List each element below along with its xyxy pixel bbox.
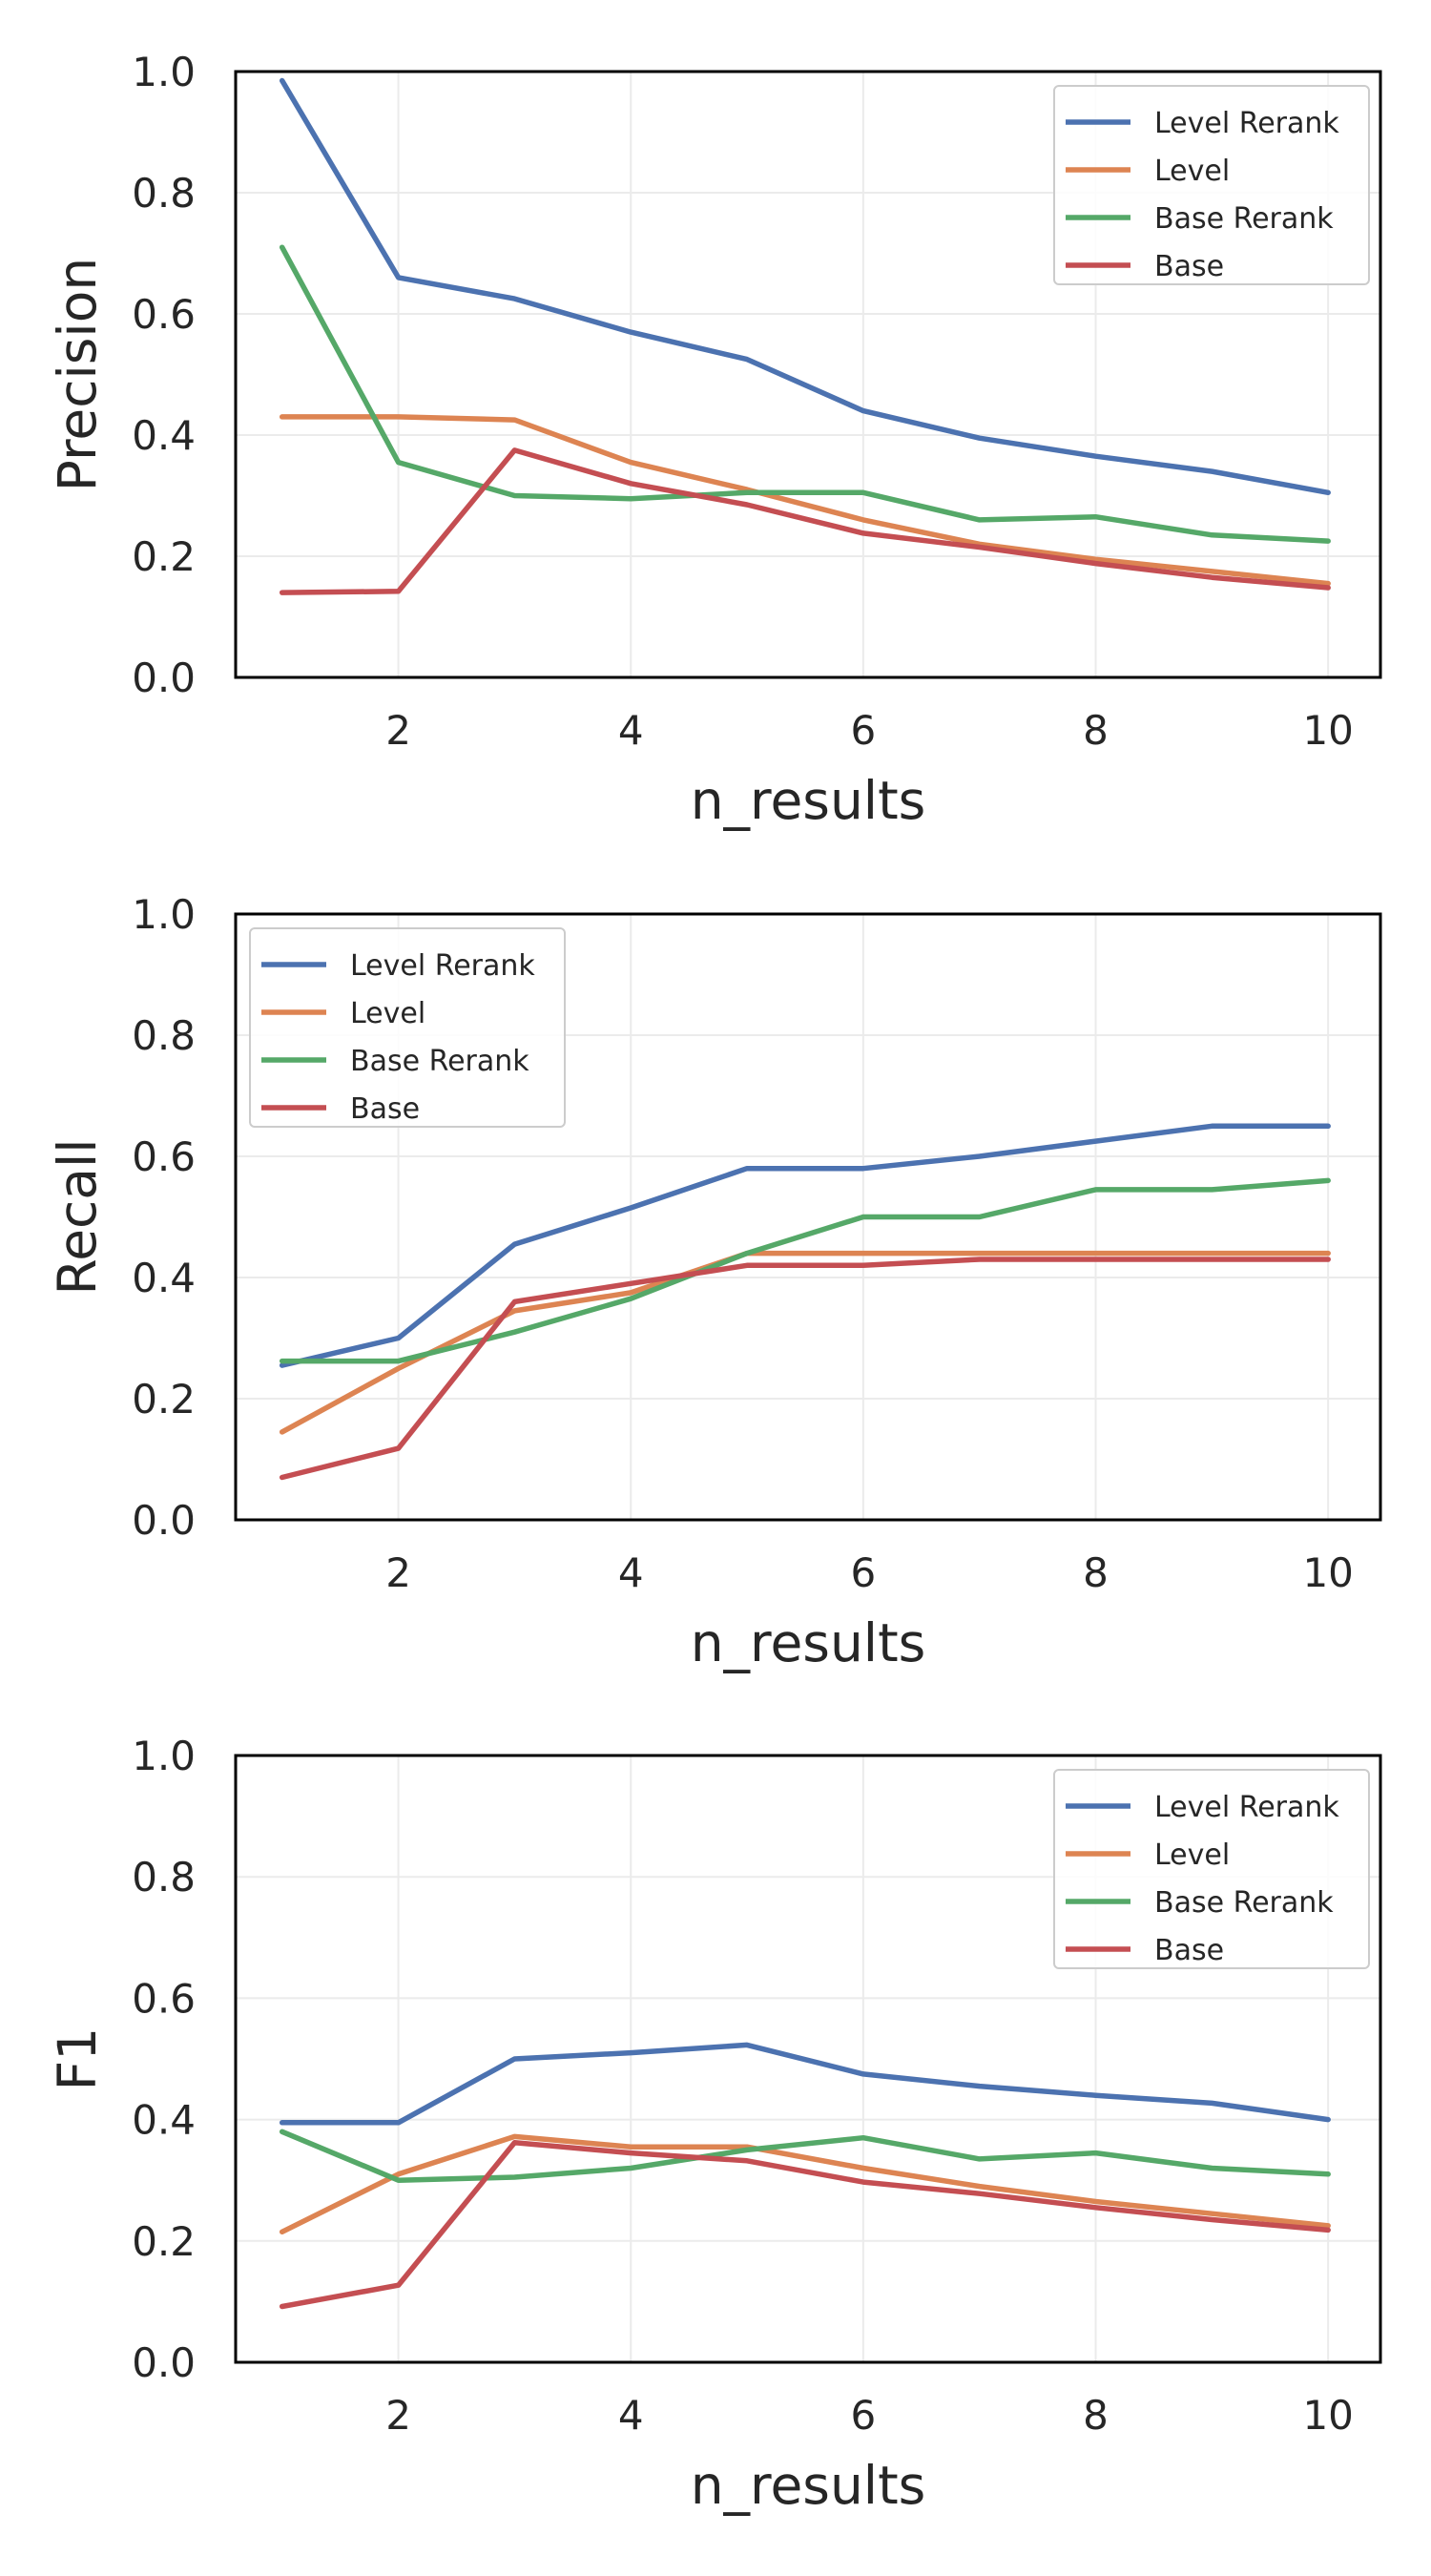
legend-box <box>1053 1769 1370 1969</box>
x-tick-label: 4 <box>618 707 644 754</box>
y-tick-label: 0.6 <box>132 1133 196 1180</box>
series-line-base-rerank <box>279 1177 1331 1364</box>
legend-label: Base <box>350 1092 420 1126</box>
x-tick-label: 10 <box>1302 2392 1353 2439</box>
series-line-level <box>279 414 1331 587</box>
series-line-base-rerank <box>279 2129 1331 2183</box>
x-tick-label: 10 <box>1302 1549 1353 1596</box>
plot-frame <box>234 70 1382 679</box>
legend-label: Base Rerank <box>1154 1886 1334 1920</box>
legend-label: Level <box>1154 155 1230 188</box>
plot-frame <box>234 1754 1382 2364</box>
y-tick-label: 0.4 <box>132 2097 196 2144</box>
chart-panel-precision: 2 4 6 8 10 0.0 0.2 0.4 0.6 0.8 1.0 n_results Precisi… <box>47 49 1382 831</box>
y-tick-label: 0.2 <box>132 2218 196 2265</box>
series-line-level <box>279 1250 1331 1435</box>
y-axis-label: F1 <box>47 2027 108 2091</box>
series-line-level-rerank <box>279 77 1331 496</box>
legend-box <box>1053 85 1370 285</box>
y-tick-label: 0.2 <box>132 533 196 580</box>
y-tick-label: 1.0 <box>132 891 196 938</box>
y-tick-label: 0.2 <box>132 1376 196 1423</box>
x-tick-label: 6 <box>851 707 877 754</box>
legend: Level Rerank Level Base Rerank Base <box>1053 1769 1370 1969</box>
series-line-base <box>279 2140 1331 2310</box>
y-tick-label: 0.8 <box>132 170 196 217</box>
series-line-base <box>279 1257 1331 1481</box>
y-tick-label: 0.6 <box>132 1975 196 2022</box>
chart-panel-recall: 2 4 6 8 10 0.0 0.2 0.4 0.6 0.8 1.0 n_results Recall L… <box>47 891 1382 1673</box>
x-tick-label: 10 <box>1302 707 1353 754</box>
legend-label: Base Rerank <box>1154 202 1334 236</box>
legend-label: Level Rerank <box>1154 1791 1339 1824</box>
series-line-level <box>279 2133 1331 2235</box>
legend-box <box>249 927 566 1128</box>
x-axis-label: n_results <box>691 2455 926 2516</box>
x-tick-label: 4 <box>618 1549 644 1596</box>
y-axis-label: Recall <box>47 1138 108 1295</box>
y-tick-label: 1.0 <box>132 49 196 95</box>
legend-label: Level Rerank <box>1154 107 1339 140</box>
x-tick-label: 2 <box>385 707 411 754</box>
y-tick-label: 1.0 <box>132 1733 196 1779</box>
y-tick-label: 0.4 <box>132 412 196 459</box>
legend-label: Base <box>1154 250 1224 283</box>
legend-label: Level <box>350 997 425 1030</box>
legend-label: Level <box>1154 1839 1230 1872</box>
y-tick-label: 0.8 <box>132 1854 196 1901</box>
legend-label: Base Rerank <box>350 1045 529 1078</box>
y-tick-label: 0.0 <box>132 2339 196 2386</box>
chart-panel-f1: 2 4 6 8 10 0.0 0.2 0.4 0.6 0.8 1.0 n_results F1 Level… <box>47 1733 1382 2516</box>
x-axis-label: n_results <box>691 1612 926 1673</box>
x-axis-label: n_results <box>691 770 926 831</box>
y-tick-label: 0.4 <box>132 1255 196 1301</box>
x-tick-label: 8 <box>1083 1549 1109 1596</box>
y-tick-label: 0.0 <box>132 654 196 701</box>
x-tick-label: 2 <box>385 2392 411 2439</box>
series-line-level-rerank <box>279 2042 1331 2126</box>
y-tick-label: 0.6 <box>132 291 196 338</box>
legend: Level Rerank Level Base Rerank Base <box>1053 85 1370 285</box>
x-tick-label: 4 <box>618 2392 644 2439</box>
x-tick-label: 8 <box>1083 2392 1109 2439</box>
plot-frame <box>234 912 1382 1522</box>
y-tick-label: 0.8 <box>132 1012 196 1059</box>
series-line-base <box>279 447 1331 595</box>
x-tick-label: 6 <box>851 2392 877 2439</box>
x-tick-label: 2 <box>385 1549 411 1596</box>
legend-label: Level Rerank <box>350 949 535 983</box>
series-line-level-rerank <box>279 1123 1331 1368</box>
x-tick-label: 6 <box>851 1549 877 1596</box>
legend: Level Rerank Level Base Rerank Base <box>249 927 566 1128</box>
y-tick-label: 0.0 <box>132 1497 196 1544</box>
x-tick-label: 8 <box>1083 707 1109 754</box>
legend-label: Base <box>1154 1934 1224 1967</box>
series-line-base-rerank <box>279 244 1331 544</box>
y-axis-label: Precision <box>47 258 108 491</box>
